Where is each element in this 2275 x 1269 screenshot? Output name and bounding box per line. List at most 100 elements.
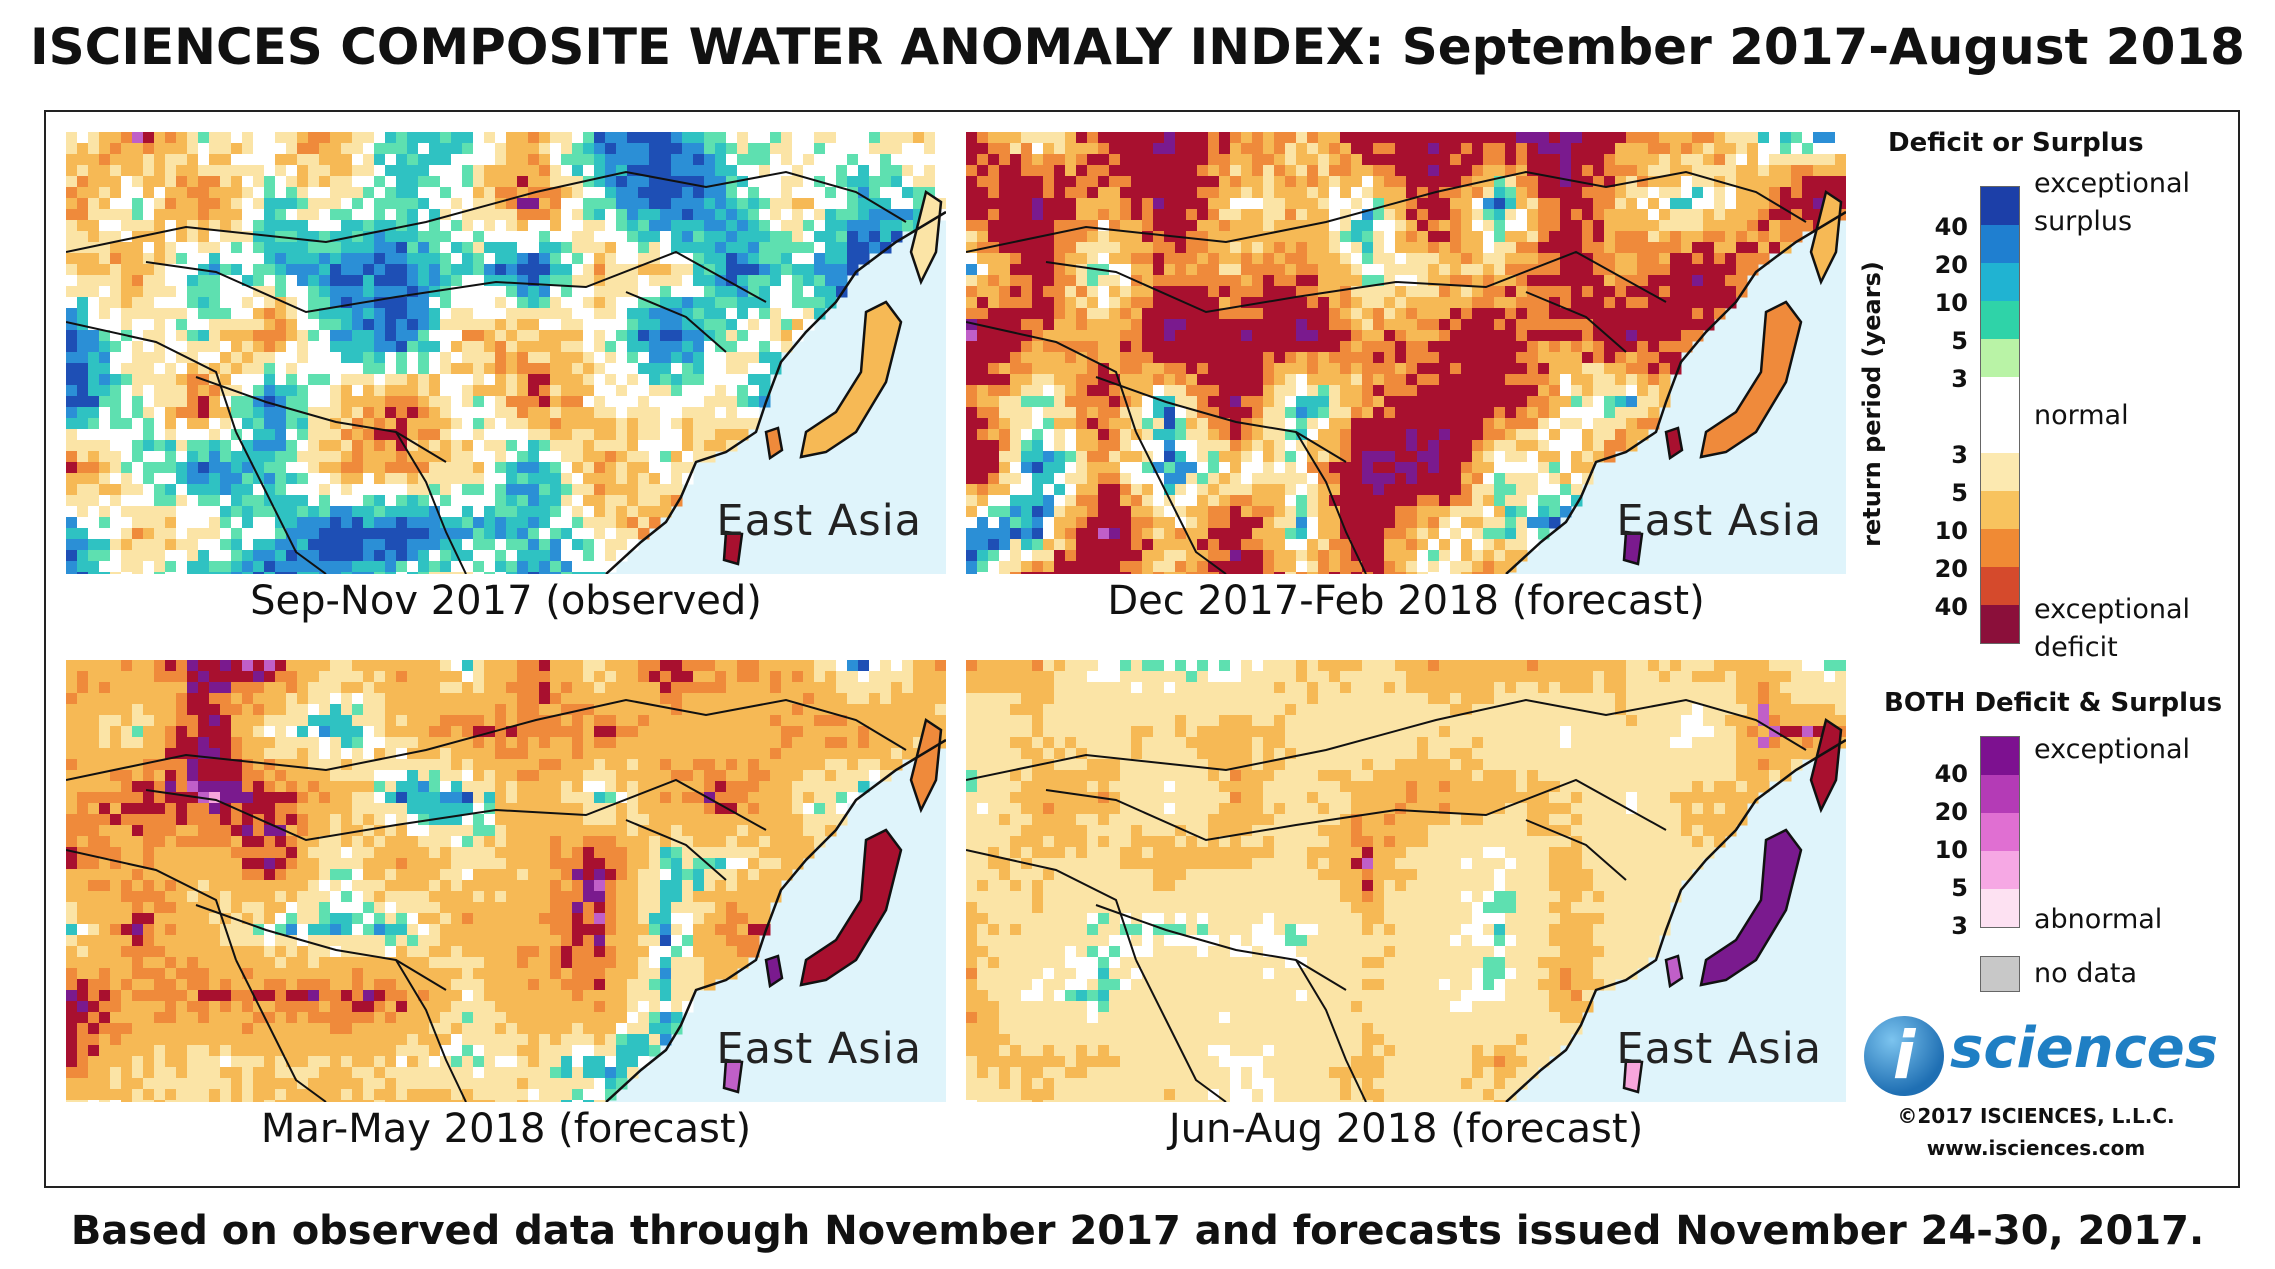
anomaly-cell (1021, 363, 1033, 375)
anomaly-cell (891, 132, 903, 144)
anomaly-cell (473, 451, 485, 463)
anomaly-cell (220, 528, 232, 540)
anomaly-cell (1373, 253, 1385, 265)
anomaly-cell (1527, 286, 1539, 298)
anomaly-cell (110, 363, 122, 375)
anomaly-cell (1472, 231, 1484, 243)
anomaly-cell (748, 297, 760, 309)
anomaly-cell (1472, 473, 1484, 485)
anomaly-cell (352, 231, 364, 243)
anomaly-cell (1164, 363, 1176, 375)
anomaly-cell (1505, 231, 1517, 243)
anomaly-cell (506, 143, 518, 155)
anomaly-cell (792, 198, 804, 210)
anomaly-cell (988, 330, 1000, 342)
anomaly-cell (1087, 231, 1099, 243)
anomaly-cell (1076, 374, 1088, 386)
anomaly-cell (759, 264, 771, 276)
anomaly-cell (220, 517, 232, 529)
anomaly-cell (1472, 242, 1484, 254)
anomaly-cell (385, 572, 397, 574)
anomaly-cell (495, 517, 507, 529)
anomaly-cell (88, 418, 100, 430)
anomaly-cell (737, 396, 749, 408)
anomaly-cell (308, 462, 320, 474)
anomaly-cell (66, 418, 78, 430)
anomaly-cell (132, 319, 144, 331)
anomaly-cell (176, 297, 188, 309)
anomaly-cell (363, 517, 375, 529)
anomaly-cell (1450, 231, 1462, 243)
anomaly-cell (1142, 242, 1154, 254)
anomaly-cell (1505, 275, 1517, 287)
anomaly-cell (1428, 297, 1440, 309)
anomaly-cell (660, 187, 672, 199)
anomaly-cell (1670, 242, 1682, 254)
anomaly-cell (693, 440, 705, 452)
anomaly-cell (759, 341, 771, 353)
anomaly-cell (649, 297, 661, 309)
anomaly-cell (418, 495, 430, 507)
anomaly-cell (528, 330, 540, 342)
anomaly-cell (1483, 341, 1495, 353)
anomaly-cell (1362, 253, 1374, 265)
anomaly-cell (1461, 176, 1473, 188)
anomaly-cell (1428, 319, 1440, 331)
anomaly-cell (1417, 352, 1429, 364)
anomaly-cell (781, 132, 793, 144)
anomaly-cell (682, 396, 694, 408)
anomaly-cell (1362, 264, 1374, 276)
anomaly-cell (1494, 352, 1506, 364)
anomaly-cell (1725, 187, 1737, 199)
anomaly-cell (440, 495, 452, 507)
anomaly-cell (1505, 132, 1517, 144)
anomaly-cell (1648, 143, 1660, 155)
anomaly-cell (1175, 242, 1187, 254)
anomaly-cell (966, 264, 978, 276)
anomaly-cell (506, 528, 518, 540)
anomaly-cell (1384, 341, 1396, 353)
anomaly-cell (1230, 352, 1242, 364)
anomaly-cell (1175, 374, 1187, 386)
anomaly-cell (1571, 253, 1583, 265)
anomaly-cell (286, 528, 298, 540)
anomaly-cell (363, 143, 375, 155)
anomaly-cell (495, 308, 507, 320)
anomaly-cell (1483, 187, 1495, 199)
anomaly-cell (1648, 418, 1660, 430)
anomaly-cell (1439, 308, 1451, 320)
anomaly-cell (880, 242, 892, 254)
anomaly-cell (583, 396, 595, 408)
anomaly-cell (473, 539, 485, 551)
anomaly-cell (1054, 385, 1066, 397)
anomaly-cell (999, 396, 1011, 408)
anomaly-cell (1395, 154, 1407, 166)
anomaly-cell (1439, 396, 1451, 408)
anomaly-cell (1175, 275, 1187, 287)
anomaly-cell (605, 165, 617, 177)
anomaly-cell (99, 220, 111, 232)
anomaly-cell (132, 517, 144, 529)
anomaly-cell (1813, 165, 1825, 177)
anomaly-cell (847, 154, 859, 166)
anomaly-cell (649, 319, 661, 331)
anomaly-cell (814, 132, 826, 144)
anomaly-cell (1373, 220, 1385, 232)
anomaly-cell (165, 363, 177, 375)
anomaly-cell (1549, 451, 1561, 463)
anomaly-cell (1076, 341, 1088, 353)
anomaly-cell (1175, 440, 1187, 452)
anomaly-cell (1549, 275, 1561, 287)
anomaly-cell (1098, 462, 1110, 474)
anomaly-cell (1637, 385, 1649, 397)
anomaly-cell (1329, 264, 1341, 276)
anomaly-cell (1659, 242, 1671, 254)
anomaly-cell (1362, 165, 1374, 177)
anomaly-cell (1791, 231, 1803, 243)
anomaly-cell (1549, 396, 1561, 408)
anomaly-cell (1483, 154, 1495, 166)
anomaly-cell (1131, 220, 1143, 232)
anomaly-cell (176, 451, 188, 463)
anomaly-cell (682, 308, 694, 320)
anomaly-cell (1241, 176, 1253, 188)
